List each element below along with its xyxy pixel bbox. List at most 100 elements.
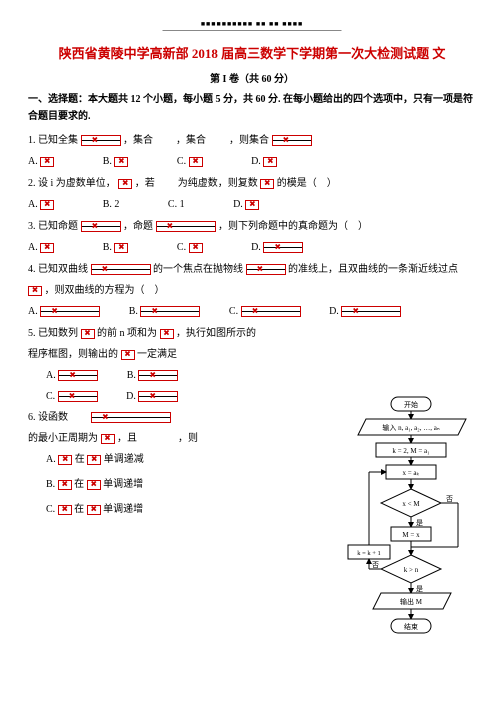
blank-icon	[87, 455, 101, 465]
blank-icon	[341, 306, 401, 317]
q4-stem: 4. 已知双曲线 的一个焦点在抛物线 的准线上，且双曲线的一条渐近线过点	[28, 260, 476, 279]
q5-stem2: 程序框图，则输出的 一定满足	[28, 345, 336, 364]
q6-Ca: C.	[46, 504, 55, 515]
q6-Aa: A.	[46, 454, 56, 465]
fc-setm: M = x	[402, 531, 420, 539]
blank-icon	[81, 329, 95, 339]
fc-assign: x = aₖ	[402, 469, 419, 477]
blank-icon	[114, 243, 128, 253]
q4-a: 4. 已知双曲线	[28, 264, 88, 275]
q1-stem: 1. 已知全集 ，集合 ，集合 ，则集合	[28, 131, 476, 150]
blank-icon	[156, 221, 216, 232]
header-watermark: ■■■■■■■■■■ ■■ ■■ ■■■■	[28, 20, 476, 28]
q5-stem: 5. 已知数列 的前 n 项和为 ，执行如图所示的	[28, 324, 336, 343]
q6-Bb: 在	[74, 479, 84, 490]
q5-s2: 程序框图，则输出的	[28, 349, 118, 360]
blank-icon	[260, 179, 274, 189]
q4-options: A. B. C. D.	[28, 302, 476, 321]
q2-a: 2. 设 i 为虚数单位，	[28, 178, 116, 189]
q4-c: 的准线上，且双曲线的一条渐近线过点	[288, 264, 458, 275]
blank-icon	[138, 391, 178, 402]
blank-icon	[87, 480, 101, 490]
page-title: 陕西省黄陵中学高新部 2018 届高三数学下学期第一次大检测试题 文	[28, 43, 476, 62]
fc-start: 开始	[404, 400, 418, 409]
q2-b: ，若	[135, 178, 155, 189]
blank-icon	[91, 412, 171, 423]
fc-cond2: x < M	[402, 500, 420, 508]
fc-yes2: 是	[416, 585, 423, 593]
blank-icon	[246, 264, 286, 275]
blank-icon	[245, 200, 259, 210]
q2-D: D.	[233, 199, 243, 210]
q2-d: 的模是（ ）	[277, 178, 337, 189]
q1-text-c: ，集合	[176, 135, 206, 146]
q4-A: A.	[28, 306, 38, 317]
blank-icon	[58, 455, 72, 465]
q5-s2b: 一定满足	[137, 349, 177, 360]
q2-C: C. 1	[168, 195, 185, 214]
blank-icon	[263, 242, 303, 253]
q4-b: 的一个焦点在抛物线	[153, 264, 243, 275]
blank-icon	[58, 391, 98, 402]
blank-icon	[140, 306, 200, 317]
blank-icon	[58, 370, 98, 381]
fc-no1: 否	[446, 495, 453, 503]
q3-B: B.	[103, 242, 112, 253]
q6-Ac: 单调递减	[104, 454, 144, 465]
q5-c: ，执行如图所示的	[176, 328, 256, 339]
q6-Ba: B.	[46, 479, 55, 490]
header-rule	[28, 30, 476, 31]
q1-B: B.	[103, 156, 112, 167]
blank-icon	[58, 480, 72, 490]
q4-B: B.	[129, 306, 138, 317]
fc-input: 输入 n, a₁, a₂, …, aₙ	[382, 423, 439, 432]
blank-icon	[263, 157, 277, 167]
q6-Cc: 单调递增	[103, 504, 143, 515]
q6-Ab: 在	[75, 454, 85, 465]
blank-icon	[91, 264, 151, 275]
q5-B: B.	[127, 370, 136, 381]
blank-icon	[40, 157, 54, 167]
blank-icon	[40, 243, 54, 253]
blank-icon	[40, 200, 54, 210]
fc-output: 输出 M	[400, 597, 423, 606]
q3-a: 3. 已知命题	[28, 221, 78, 232]
q3-b: ，命题	[123, 221, 153, 232]
q6-s2a: 的最小正周期为	[28, 433, 98, 444]
q2-stem: 2. 设 i 为虚数单位， ，若 为纯虚数，则复数 的模是（ ）	[28, 174, 476, 193]
q6-a: 6. 设函数	[28, 412, 68, 423]
blank-icon	[28, 286, 42, 296]
q5-a: 5. 已知数列	[28, 328, 78, 339]
q5-options: A. B. C. D.	[28, 366, 336, 406]
blank-icon	[101, 434, 115, 444]
q1-options: A. B. C. D.	[28, 152, 476, 171]
q6-options: A. 在 单调递减 B. 在 单调递增 C. 在 单调递增	[28, 450, 336, 519]
blank-icon	[189, 157, 203, 167]
q4-stem2: ，则双曲线的方程为（ ）	[28, 281, 476, 300]
q1-C: C.	[177, 156, 186, 167]
blank-icon	[160, 329, 174, 339]
q3-C: C.	[177, 242, 186, 253]
blank-icon	[58, 505, 72, 515]
q1-text-a: 1. 已知全集	[28, 135, 78, 146]
fc-end: 结束	[404, 622, 418, 631]
q4-C: C.	[229, 306, 238, 317]
flowchart-diagram: 开始 输入 n, a₁, a₂, …, aₙ k = 2, M = a₁ x =…	[346, 395, 476, 665]
fc-no2: 否	[372, 561, 379, 569]
paper-section: 第 I 卷（共 60 分）	[28, 70, 476, 85]
q1-A: A.	[28, 156, 38, 167]
q6-s2c: ，则	[178, 433, 198, 444]
blank-icon	[87, 505, 101, 515]
blank-icon	[81, 135, 121, 146]
q6-Bc: 单调递增	[103, 479, 143, 490]
q2-c: 为纯虚数，则复数	[178, 178, 258, 189]
q3-A: A.	[28, 242, 38, 253]
q4-s2: ，则双曲线的方程为（ ）	[45, 285, 165, 296]
q5-D: D.	[126, 391, 136, 402]
blank-icon	[272, 135, 312, 146]
q5-b: 的前 n 项和为	[97, 328, 157, 339]
blank-icon	[118, 179, 132, 189]
q6-stem2: 的最小正周期为 ，且 ，则	[28, 429, 336, 448]
blank-icon	[189, 243, 203, 253]
section1-heading: 一、选择题：本大题共 12 个小题，每小题 5 分，共 60 分. 在每小题给出…	[28, 91, 476, 125]
